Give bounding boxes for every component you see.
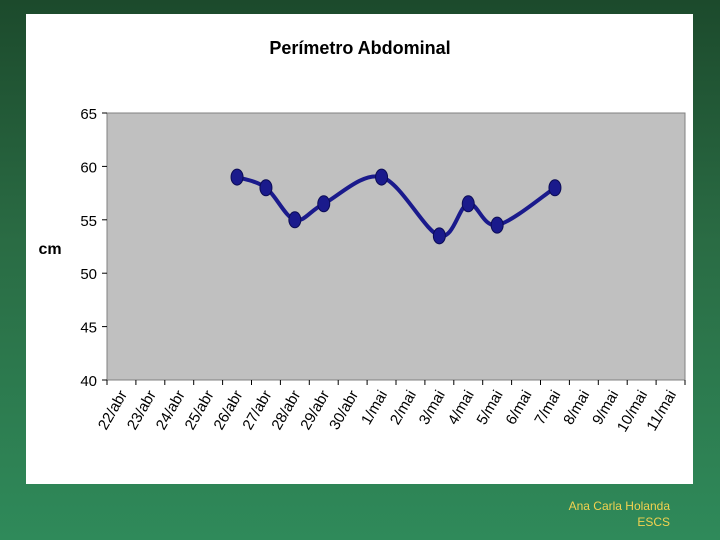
plot-area [106,112,686,381]
y-tick-label: 40 [80,373,97,390]
y-tick-label: 60 [80,159,97,176]
institution-name: ESCS [637,515,670,529]
x-axis: 22/abr23/abr24/abr25/abr26/abr27/abr28/a… [95,380,686,435]
y-tick-label: 50 [80,266,97,283]
y-tick-label: 65 [80,106,97,123]
footer-credit: Ana Carla Holanda ESCS [569,498,670,530]
data-point [548,179,562,197]
chart-title: Perímetro Abdominal [269,38,450,58]
line-chart: Perímetro Abdominal cm 40 45 50 55 60 65 22/a… [38,38,686,435]
data-point [317,195,331,213]
data-point [375,168,389,186]
x-tick-label: 1/mai [358,388,391,428]
data-point [432,227,446,245]
x-tick-label: 3/mai [416,388,449,428]
y-tick-label: 55 [80,213,97,230]
chart-panel: Perímetro Abdominal cm 40 45 50 55 60 65 22/a… [26,14,693,484]
data-markers [230,168,562,245]
x-tick-label: 5/mai [474,388,507,428]
x-tick-label: 11/mai [643,388,680,435]
y-axis: 40 45 50 55 60 65 [80,106,107,390]
data-point [288,211,302,229]
data-point [490,216,504,234]
author-name: Ana Carla Holanda [568,499,670,513]
x-tick-label: 4/mai [445,388,478,428]
x-tick-label: 7/mai [531,388,564,428]
x-tick-label: 6/mai [502,388,535,428]
data-point [230,168,244,186]
y-tick-label: 45 [80,320,97,337]
x-tick-label: 8/mai [560,388,593,428]
data-point [259,179,273,197]
y-axis-label: cm [38,241,61,258]
data-point [461,195,475,213]
x-tick-label: 2/mai [387,388,420,428]
x-tick-label: 30/abr [326,388,362,433]
